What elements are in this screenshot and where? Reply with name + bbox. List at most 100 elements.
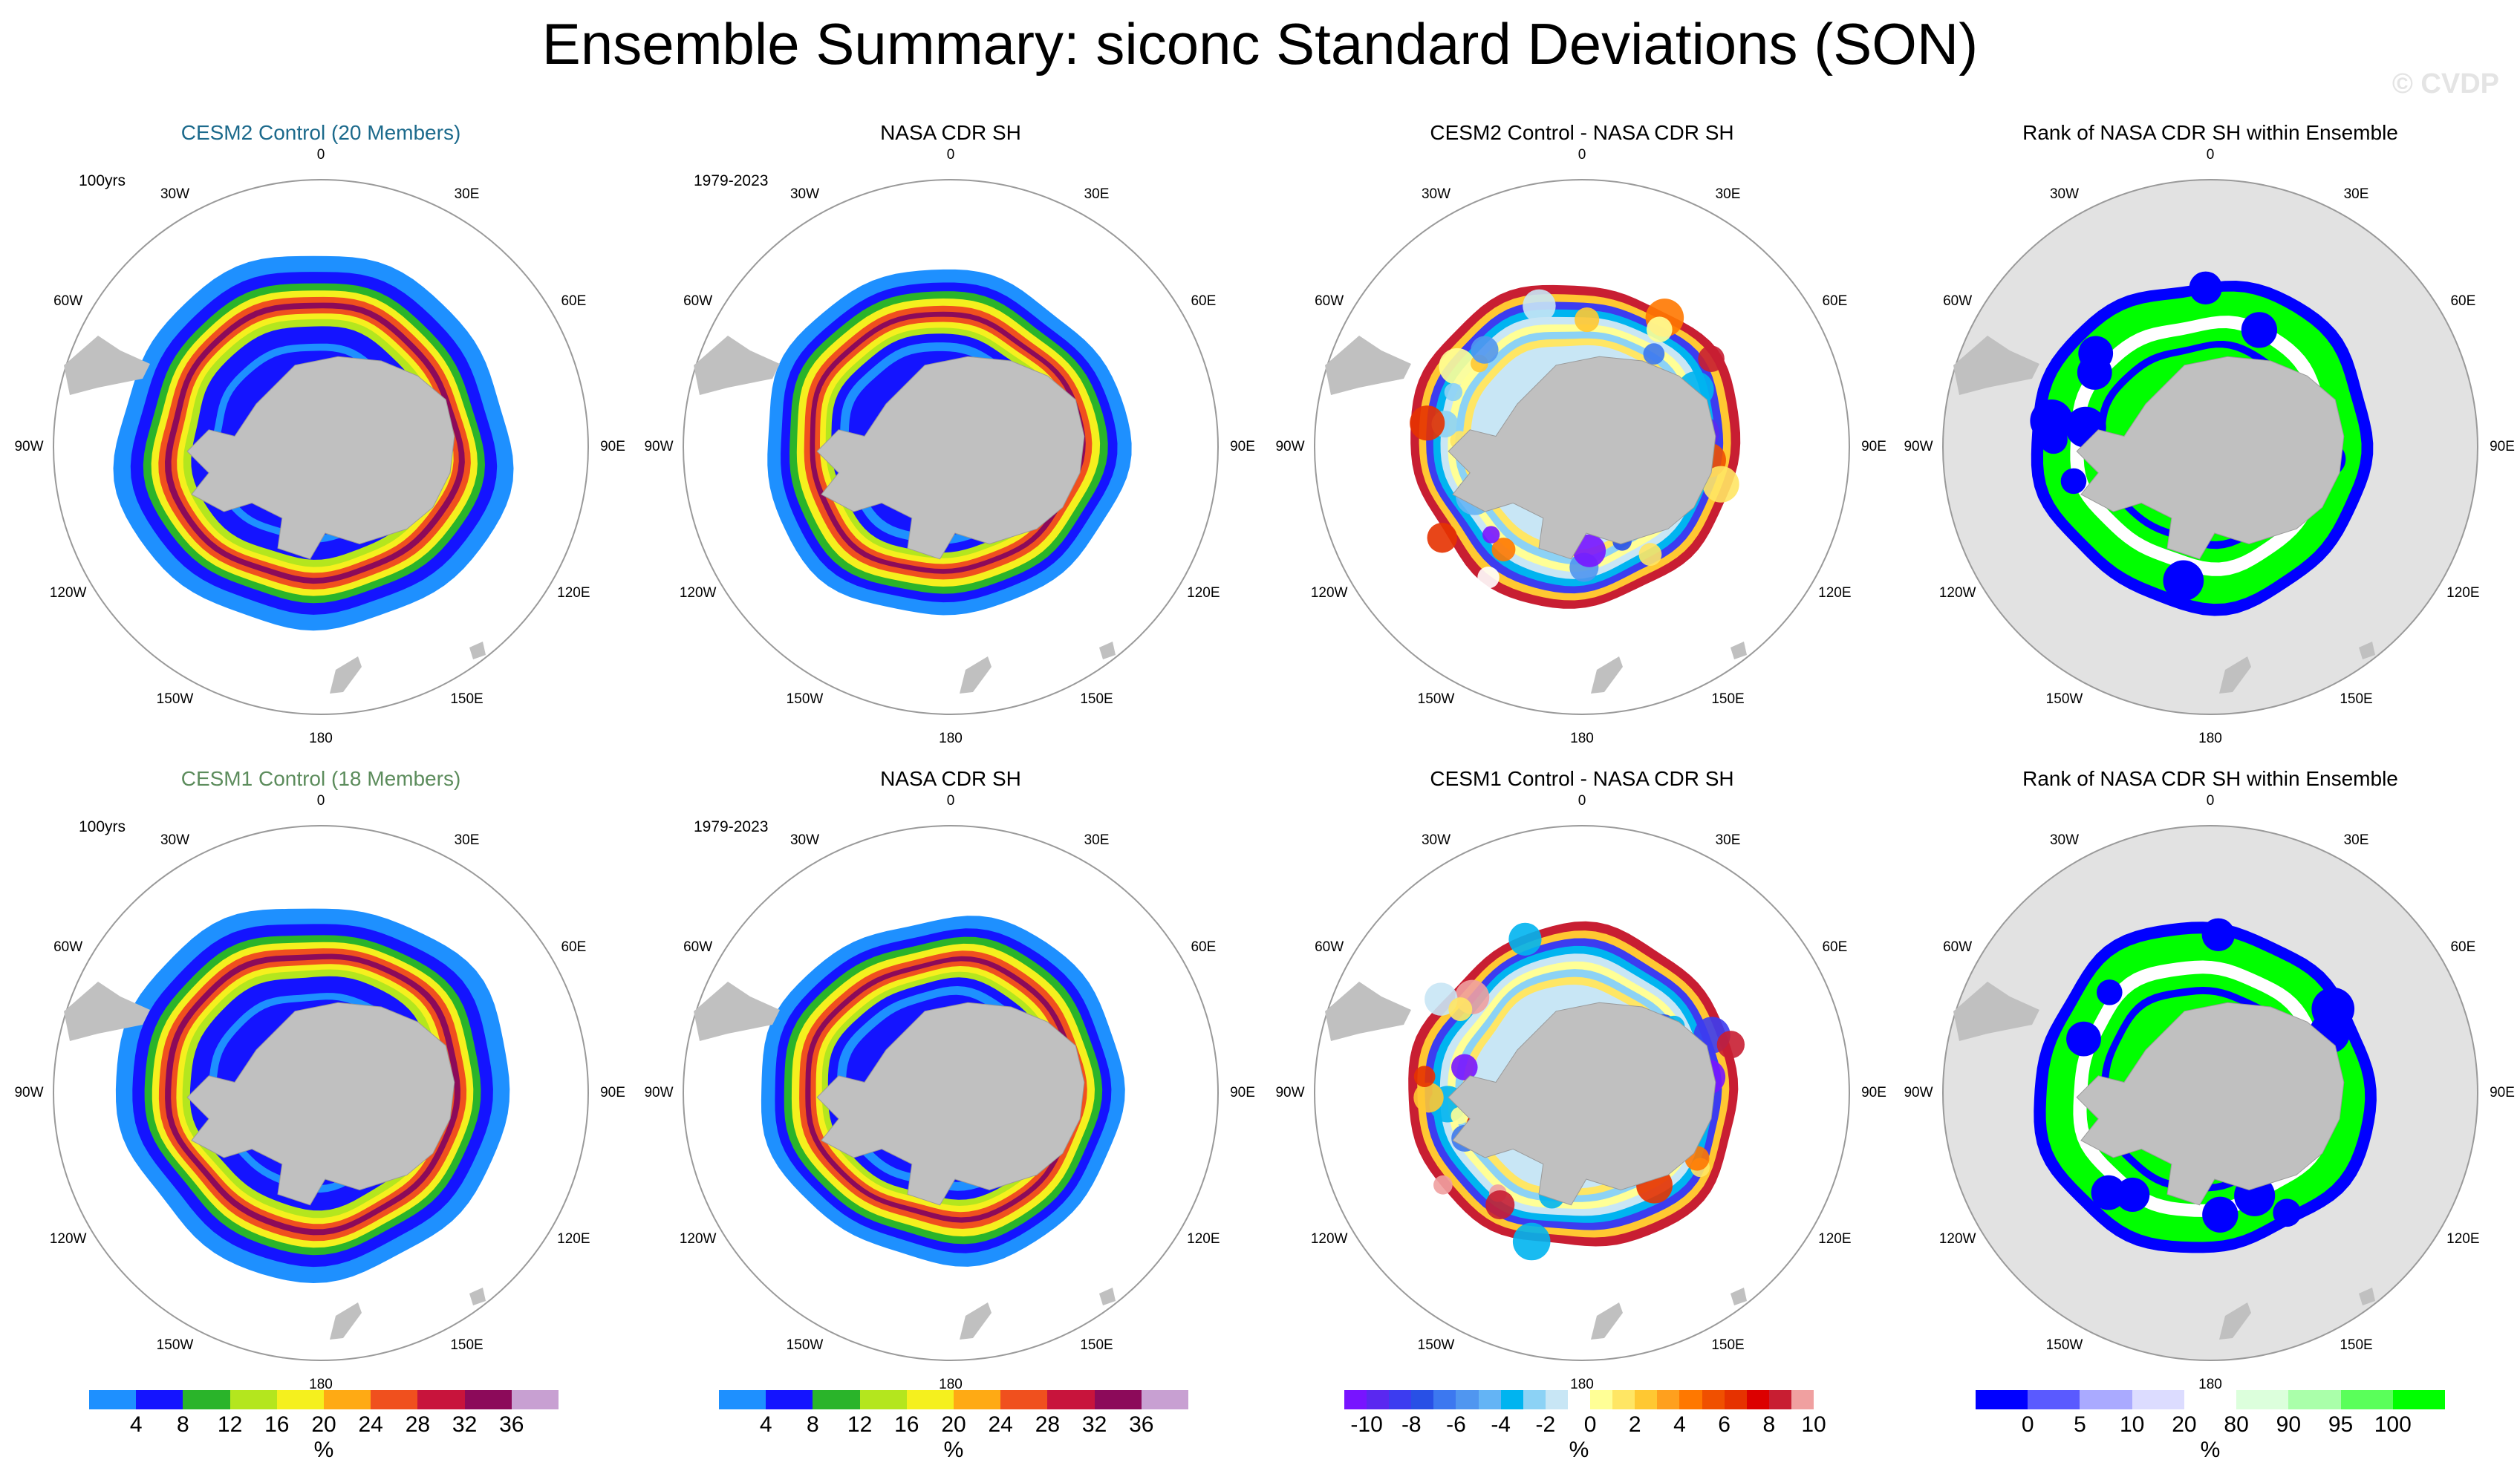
- colorbar-swatch: [1590, 1390, 1613, 1409]
- longitude-label: 30W: [1421, 186, 1451, 202]
- colorbar-tick-label: 28: [1035, 1412, 1061, 1437]
- longitude-label: 0: [946, 793, 955, 809]
- macquarie-island: [1731, 642, 1747, 659]
- longitude-label: 90W: [644, 1085, 674, 1100]
- longitude-label: 90W: [644, 439, 674, 454]
- period-label: 100yrs: [79, 818, 126, 835]
- colorbar-swatch: [276, 1390, 325, 1409]
- difference-patch: [1477, 566, 1500, 589]
- colorbar-swatch: [1367, 1390, 1390, 1409]
- rank-patch: [2311, 987, 2355, 1031]
- colorbar-swatch: [2288, 1390, 2342, 1409]
- watermark: © CVDP: [2392, 68, 2499, 100]
- longitude-label: 120E: [2446, 1230, 2480, 1247]
- difference-patch: [1491, 538, 1516, 561]
- period-label: 1979-2023: [694, 172, 769, 189]
- colorbar-tick-label: 24: [988, 1412, 1013, 1437]
- colorbar-tick-label: 32: [452, 1412, 478, 1437]
- longitude-label: 0: [2206, 793, 2215, 809]
- colorbar-unit-label: %: [943, 1438, 964, 1462]
- longitude-label: 150E: [450, 691, 484, 708]
- colorbar-tick-label: 20: [941, 1412, 966, 1437]
- longitude-label: 120W: [1938, 584, 1976, 601]
- longitude-label: 180: [939, 1377, 963, 1392]
- longitude-label: 30W: [2049, 832, 2080, 848]
- difference-patch: [1427, 523, 1458, 553]
- colorbar-swatch: [511, 1390, 559, 1409]
- longitude-label: 0: [2206, 147, 2215, 163]
- new-zealand-landmass: [960, 1302, 992, 1340]
- antarctica-landmass: [1448, 356, 1716, 560]
- longitude-label: 120W: [49, 584, 87, 601]
- difference-patch: [1410, 405, 1445, 441]
- colorbar-tick-label: -8: [1401, 1412, 1422, 1437]
- longitude-label: 120E: [1818, 1230, 1852, 1247]
- colorbar-tick-label: 36: [1129, 1412, 1154, 1437]
- colorbar-swatch: [1746, 1390, 1770, 1409]
- longitude-label: 90W: [1275, 439, 1305, 454]
- colorbar-swatch: [371, 1390, 418, 1409]
- longitude-label: 120W: [1310, 1230, 1348, 1247]
- colorbar-swatch: [2080, 1390, 2133, 1409]
- colorbar-swatch: [2132, 1390, 2185, 1409]
- macquarie-island: [1099, 1288, 1116, 1305]
- colorbar-swatch: [1141, 1390, 1189, 1409]
- longitude-label: 150W: [156, 1337, 194, 1354]
- colorbar-swatch: [2340, 1390, 2394, 1409]
- longitude-label: 90E: [1230, 1085, 1255, 1100]
- longitude-label: 150W: [1417, 691, 1455, 708]
- colorbar-tick-label: 4: [759, 1412, 772, 1437]
- longitude-label: 180: [2198, 1377, 2222, 1392]
- macquarie-island: [2359, 642, 2375, 659]
- longitude-label: 0: [1578, 793, 1586, 809]
- longitude-label: 60E: [1822, 293, 1848, 309]
- longitude-label: 150W: [2045, 691, 2083, 708]
- colorbar-swatch: [1456, 1390, 1479, 1409]
- longitude-label: 180: [1570, 1377, 1594, 1392]
- longitude-label: 30W: [1421, 832, 1451, 848]
- macquarie-island: [469, 1288, 486, 1305]
- longitude-label: 150W: [786, 1337, 824, 1354]
- colorbar-swatch: [2236, 1390, 2289, 1409]
- colorbar-tick-label: 8: [1762, 1412, 1776, 1437]
- colorbar-tick-label: 2: [1628, 1412, 1641, 1437]
- longitude-label: 150W: [1417, 1337, 1455, 1354]
- difference-patch: [1575, 307, 1600, 333]
- longitude-label: 120E: [1818, 584, 1852, 601]
- difference-patch: [1482, 526, 1500, 544]
- longitude-label: 60E: [2450, 939, 2476, 955]
- new-zealand-landmass: [330, 1302, 362, 1340]
- antarctica-landmass: [816, 1002, 1085, 1206]
- longitude-label: 30W: [160, 832, 190, 848]
- longitude-label: 0: [316, 793, 325, 809]
- panel-title: Rank of NASA CDR SH within Ensemble: [2022, 767, 2398, 790]
- longitude-label: 30E: [1084, 186, 1110, 202]
- antarctica-landmass: [1448, 1002, 1716, 1206]
- longitude-label: 120W: [679, 584, 717, 601]
- longitude-label: 120E: [557, 1230, 590, 1247]
- south-america-landmass: [1953, 982, 2039, 1041]
- colorbar-swatch: [1433, 1390, 1456, 1409]
- rank-patch: [2189, 271, 2222, 304]
- south-america-landmass: [1325, 336, 1411, 395]
- colorbar-swatch: [1094, 1390, 1142, 1409]
- difference-patch: [1512, 1222, 1551, 1261]
- colorbar-tick-label: 20: [311, 1412, 336, 1437]
- longitude-label: 120W: [1310, 584, 1348, 601]
- colorbar-tick-label: -6: [1446, 1412, 1466, 1437]
- colorbar-tick-label: 4: [1673, 1412, 1686, 1437]
- difference-patch: [1413, 1082, 1444, 1113]
- panel-title: NASA CDR SH: [880, 121, 1021, 144]
- panel-title: CESM1 Control - NASA CDR SH: [1430, 767, 1734, 790]
- colorbar-swatch: [464, 1390, 512, 1409]
- colorbar-tick-label: 12: [847, 1412, 873, 1437]
- antarctica-landmass: [2076, 356, 2345, 560]
- longitude-label: 60W: [53, 293, 83, 309]
- longitude-label: 60W: [1943, 293, 1973, 309]
- longitude-label: 120W: [49, 1230, 87, 1247]
